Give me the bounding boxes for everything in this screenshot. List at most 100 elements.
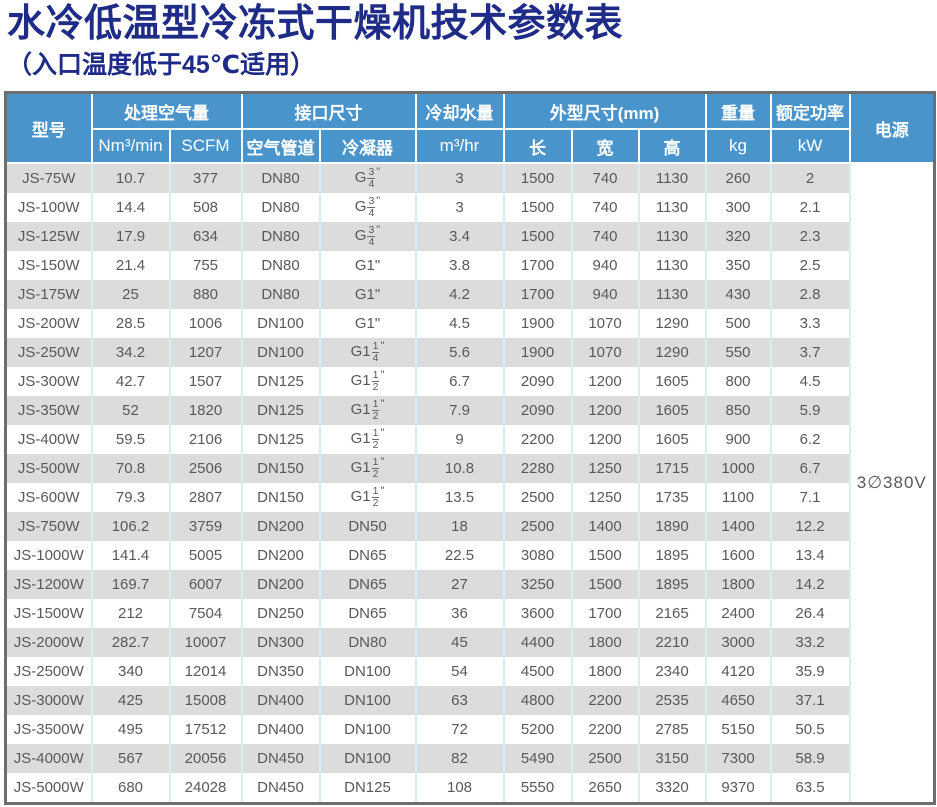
- cell-cooling_water_m3hr: 82: [414, 744, 504, 773]
- col-header-height: 高: [637, 128, 707, 164]
- cell-scfm: 17512: [168, 715, 242, 744]
- cell-height: 1715: [637, 454, 706, 483]
- cell-model: JS-3000W: [5, 686, 92, 715]
- cell-rated_power_kw: 2.3: [769, 222, 850, 251]
- cell-height: 1130: [637, 280, 706, 309]
- cell-weight_kg: 1600: [704, 541, 771, 570]
- cell-scfm: 2807: [168, 483, 242, 512]
- cell-scfm: 6007: [168, 570, 242, 599]
- cell-width: 1250: [570, 483, 639, 512]
- table-row: JS-600W 79.3 2807 DN150 G1 1 2 " 13.5 2500 1250 173…: [5, 483, 935, 512]
- cell-nm3_per_min: 282.7: [90, 628, 170, 657]
- cell-rated_power_kw: 63.5: [769, 773, 850, 804]
- power-supply-value: 3∅380V: [848, 163, 935, 804]
- cell-nm3_per_min: 17.9: [90, 222, 170, 251]
- cell-width: 1500: [570, 570, 639, 599]
- cell-nm3_per_min: 425: [90, 686, 170, 715]
- cell-nm3_per_min: 21.4: [90, 251, 170, 280]
- cell-width: 2500: [570, 744, 639, 773]
- cell-width: 740: [570, 222, 639, 251]
- cell-length: 2280: [502, 454, 572, 483]
- cell-width: 2200: [570, 686, 639, 715]
- cell-width: 1250: [570, 454, 639, 483]
- cell-rated_power_kw: 14.2: [769, 570, 850, 599]
- cell-scfm: 7504: [168, 599, 242, 628]
- cell-condenser: DN100: [318, 657, 416, 686]
- table-row: JS-500W 70.8 2506 DN150 G1 1 2 " 10.8 2280 1250 171…: [5, 454, 935, 483]
- cell-height: 2535: [637, 686, 706, 715]
- cell-height: 3320: [637, 773, 706, 804]
- cell-model: JS-300W: [5, 367, 92, 396]
- cell-model: JS-5000W: [5, 773, 92, 804]
- cell-scfm: 15008: [168, 686, 242, 715]
- cell-condenser: G1 1 4 ": [318, 338, 416, 367]
- cell-scfm: 5005: [168, 541, 242, 570]
- cell-weight_kg: 3000: [704, 628, 771, 657]
- table-row: JS-100W 14.4 508 DN80 G 3 4 " 3 1500 740 1130 300 2.1: [5, 193, 935, 222]
- cell-cooling_water_m3hr: 7.9: [414, 396, 504, 425]
- cell-weight_kg: 550: [704, 338, 771, 367]
- cell-scfm: 2106: [168, 425, 242, 454]
- cell-length: 4800: [502, 686, 572, 715]
- cell-nm3_per_min: 34.2: [90, 338, 170, 367]
- cell-weight_kg: 4650: [704, 686, 771, 715]
- cell-width: 2650: [570, 773, 639, 804]
- cell-condenser: DN80: [318, 628, 416, 657]
- cell-width: 1200: [570, 367, 639, 396]
- cell-rated_power_kw: 7.1: [769, 483, 850, 512]
- cell-nm3_per_min: 340: [90, 657, 170, 686]
- cell-nm3_per_min: 59.5: [90, 425, 170, 454]
- cell-rated_power_kw: 12.2: [769, 512, 850, 541]
- table-row: JS-250W 34.2 1207 DN100 G1 1 4 " 5.6 1900 1070 1290…: [5, 338, 935, 367]
- cell-cooling_water_m3hr: 22.5: [414, 541, 504, 570]
- cell-air_pipe: DN200: [240, 512, 320, 541]
- col-header-scfm: SCFM: [168, 128, 243, 164]
- cell-scfm: 880: [168, 280, 242, 309]
- cell-height: 2165: [637, 599, 706, 628]
- inch-mark: ": [380, 456, 385, 469]
- cell-rated_power_kw: 4.5: [769, 367, 850, 396]
- cell-length: 1700: [502, 251, 572, 280]
- cell-height: 1895: [637, 570, 706, 599]
- cell-nm3_per_min: 212: [90, 599, 170, 628]
- cell-air_pipe: DN300: [240, 628, 320, 657]
- cell-scfm: 20056: [168, 744, 242, 773]
- cell-rated_power_kw: 3.7: [769, 338, 850, 367]
- cell-length: 1900: [502, 309, 572, 338]
- header-unit-row: Nm³/min SCFM 空气管道 冷凝器 m³/hr 长 宽 高 kg kW: [6, 128, 935, 164]
- cell-weight_kg: 1000: [704, 454, 771, 483]
- cell-nm3_per_min: 25: [90, 280, 170, 309]
- cell-height: 1605: [637, 396, 706, 425]
- cell-cooling_water_m3hr: 10.8: [414, 454, 504, 483]
- cell-air_pipe: DN100: [240, 338, 320, 367]
- cell-rated_power_kw: 58.9: [769, 744, 850, 773]
- cell-condenser: G1 1 2 ": [318, 425, 416, 454]
- cell-length: 3250: [502, 570, 572, 599]
- cell-width: 940: [570, 251, 639, 280]
- cell-width: 1200: [570, 396, 639, 425]
- cell-height: 1890: [637, 512, 706, 541]
- col-header-nm3-min: Nm³/min: [90, 128, 171, 164]
- cell-condenser: G1 1 2 ": [318, 367, 416, 396]
- cell-rated_power_kw: 2.1: [769, 193, 850, 222]
- page-subtitle: （入口温度低于45℃适用）: [7, 51, 316, 79]
- cell-condenser: DN100: [318, 715, 416, 744]
- col-header-power-supply: 电源: [848, 91, 936, 164]
- cell-scfm: 24028: [168, 773, 242, 804]
- cell-model: JS-4000W: [5, 744, 92, 773]
- cell-weight_kg: 9370: [704, 773, 771, 804]
- cell-nm3_per_min: 495: [90, 715, 170, 744]
- cell-width: 740: [570, 193, 639, 222]
- cell-length: 1900: [502, 338, 572, 367]
- cell-weight_kg: 900: [704, 425, 771, 454]
- cell-model: JS-350W: [5, 396, 92, 425]
- table-row: JS-1500W 212 7504 DN250 DN65 36 3600 1700 2165 24…: [5, 599, 935, 628]
- cell-air_pipe: DN80: [240, 280, 320, 309]
- table-row: JS-200W 28.5 1006 DN100 G1" 4.5 1900 1070 1290 50…: [5, 309, 935, 338]
- cell-air_pipe: DN400: [240, 686, 320, 715]
- cell-scfm: 755: [168, 251, 242, 280]
